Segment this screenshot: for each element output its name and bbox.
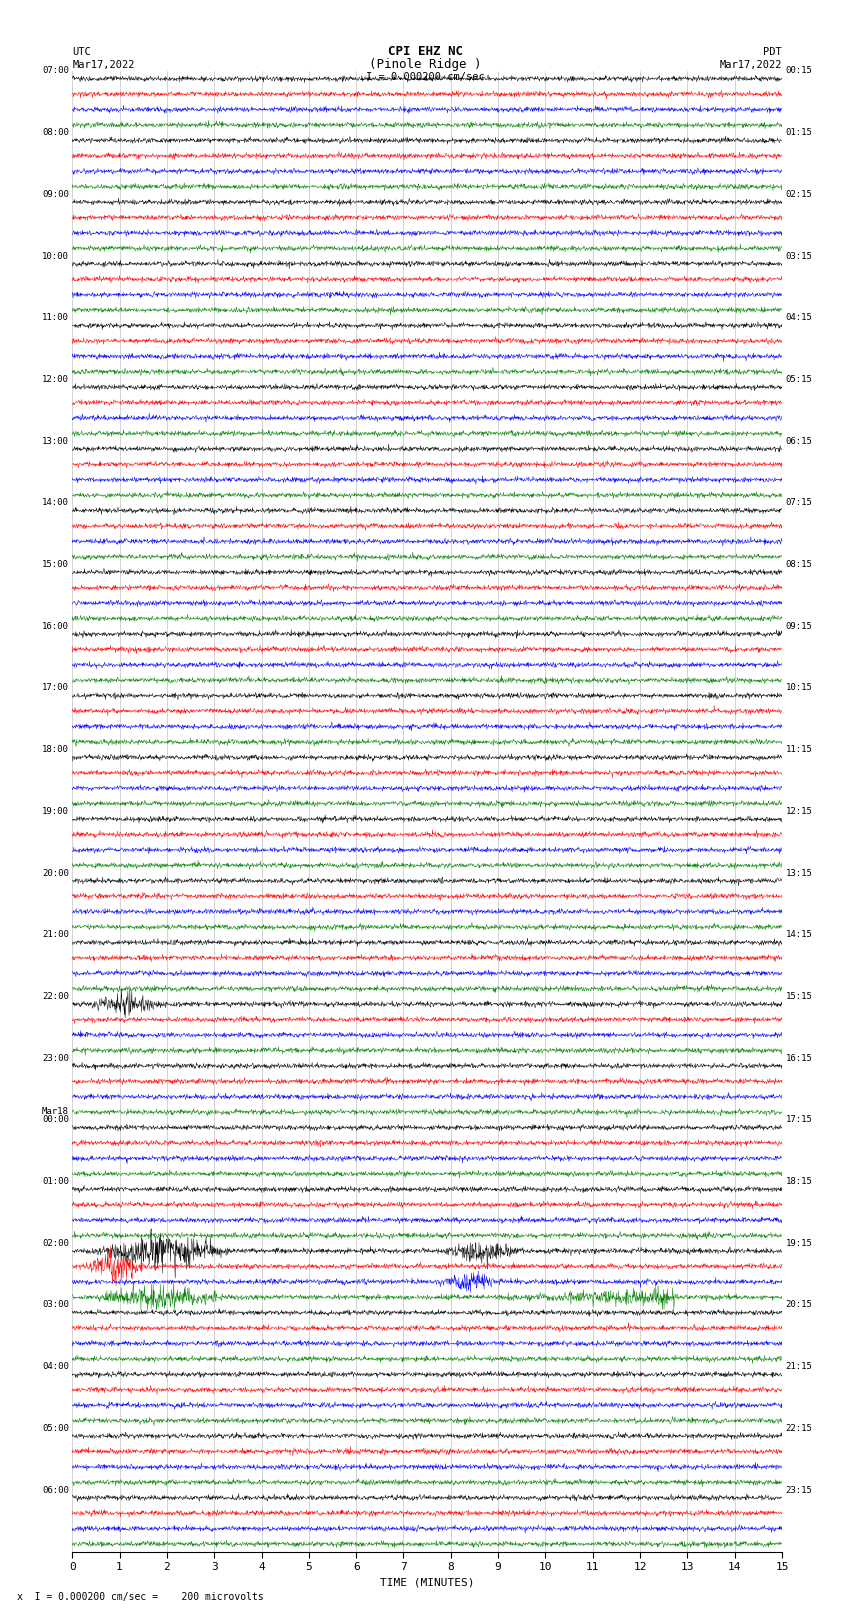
Text: 19:15: 19:15 bbox=[785, 1239, 813, 1248]
Text: 16:15: 16:15 bbox=[785, 1053, 813, 1063]
Text: 07:00: 07:00 bbox=[42, 66, 69, 76]
Text: 02:00: 02:00 bbox=[42, 1239, 69, 1248]
Text: Mar17,2022: Mar17,2022 bbox=[719, 60, 782, 69]
Text: 10:15: 10:15 bbox=[785, 684, 813, 692]
Text: 14:00: 14:00 bbox=[42, 498, 69, 508]
Text: 15:15: 15:15 bbox=[785, 992, 813, 1002]
Text: 13:00: 13:00 bbox=[42, 437, 69, 445]
Text: 21:15: 21:15 bbox=[785, 1361, 813, 1371]
Text: 11:15: 11:15 bbox=[785, 745, 813, 755]
Text: 08:00: 08:00 bbox=[42, 127, 69, 137]
Text: 04:00: 04:00 bbox=[42, 1361, 69, 1371]
Text: Mar17,2022: Mar17,2022 bbox=[72, 60, 135, 69]
Text: 06:15: 06:15 bbox=[785, 437, 813, 445]
Text: Mar18: Mar18 bbox=[42, 1107, 69, 1116]
Text: 16:00: 16:00 bbox=[42, 621, 69, 631]
Text: 01:00: 01:00 bbox=[42, 1177, 69, 1186]
Text: (Pinole Ridge ): (Pinole Ridge ) bbox=[369, 58, 481, 71]
Text: 23:15: 23:15 bbox=[785, 1486, 813, 1495]
Text: CPI EHZ NC: CPI EHZ NC bbox=[388, 45, 462, 58]
Text: 19:00: 19:00 bbox=[42, 806, 69, 816]
Text: 07:15: 07:15 bbox=[785, 498, 813, 508]
Text: 13:15: 13:15 bbox=[785, 868, 813, 877]
Text: 12:00: 12:00 bbox=[42, 374, 69, 384]
Text: 23:00: 23:00 bbox=[42, 1053, 69, 1063]
Text: 08:15: 08:15 bbox=[785, 560, 813, 569]
Text: 10:00: 10:00 bbox=[42, 252, 69, 261]
Text: 18:15: 18:15 bbox=[785, 1177, 813, 1186]
Text: 03:15: 03:15 bbox=[785, 252, 813, 261]
Text: 21:00: 21:00 bbox=[42, 931, 69, 939]
Text: 00:15: 00:15 bbox=[785, 66, 813, 76]
Text: UTC: UTC bbox=[72, 47, 91, 56]
Text: 03:00: 03:00 bbox=[42, 1300, 69, 1310]
Text: 20:00: 20:00 bbox=[42, 868, 69, 877]
Text: 09:15: 09:15 bbox=[785, 621, 813, 631]
Text: 17:15: 17:15 bbox=[785, 1115, 813, 1124]
Text: 01:15: 01:15 bbox=[785, 127, 813, 137]
Text: 12:15: 12:15 bbox=[785, 806, 813, 816]
Text: 14:15: 14:15 bbox=[785, 931, 813, 939]
Text: 02:15: 02:15 bbox=[785, 190, 813, 198]
Text: 15:00: 15:00 bbox=[42, 560, 69, 569]
Text: 11:00: 11:00 bbox=[42, 313, 69, 323]
Text: 17:00: 17:00 bbox=[42, 684, 69, 692]
X-axis label: TIME (MINUTES): TIME (MINUTES) bbox=[380, 1578, 474, 1587]
Text: 00:00: 00:00 bbox=[42, 1115, 69, 1124]
Text: I = 0.000200 cm/sec: I = 0.000200 cm/sec bbox=[366, 73, 484, 82]
Text: 05:15: 05:15 bbox=[785, 374, 813, 384]
Text: 06:00: 06:00 bbox=[42, 1486, 69, 1495]
Text: 22:00: 22:00 bbox=[42, 992, 69, 1002]
Text: 18:00: 18:00 bbox=[42, 745, 69, 755]
Text: 09:00: 09:00 bbox=[42, 190, 69, 198]
Text: 05:00: 05:00 bbox=[42, 1424, 69, 1432]
Text: 20:15: 20:15 bbox=[785, 1300, 813, 1310]
Text: 04:15: 04:15 bbox=[785, 313, 813, 323]
Text: x  I = 0.000200 cm/sec =    200 microvolts: x I = 0.000200 cm/sec = 200 microvolts bbox=[17, 1592, 264, 1602]
Text: PDT: PDT bbox=[763, 47, 782, 56]
Text: 22:15: 22:15 bbox=[785, 1424, 813, 1432]
